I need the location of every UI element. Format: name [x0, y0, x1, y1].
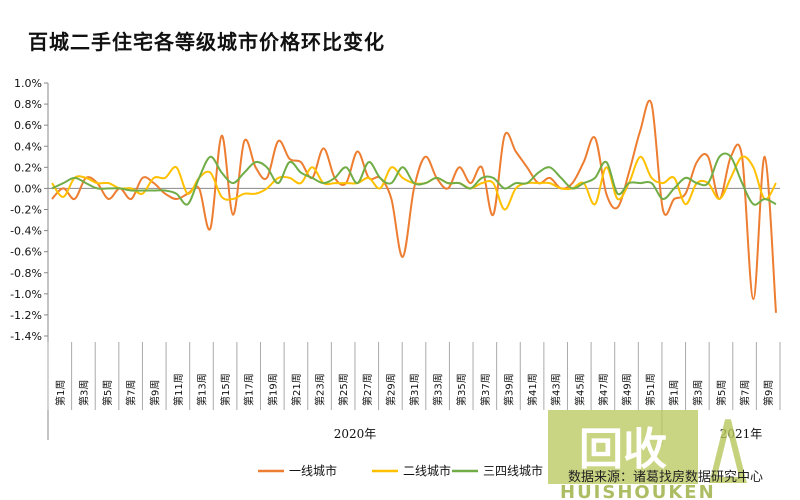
y-tick-label: -0.8% [10, 267, 42, 280]
y-axis-ticks: 1.0% 0.8% 0.6% 0.4% 0.2% 0.0% -0.2% -0.4% -0.6% -… [10, 77, 48, 343]
y-tick-label: 0.0% [14, 182, 42, 195]
y-tick-label: -0.4% [10, 225, 42, 238]
series-line-3 [51, 152, 777, 206]
legend-label: 三四线城市 [483, 463, 543, 478]
x-tick-label: 第27周 [361, 373, 374, 406]
x-tick-label: 第17周 [243, 373, 256, 406]
series-lines [51, 99, 777, 313]
x-tick-label: 第33周 [432, 373, 445, 406]
y-tick-label: 1.0% [14, 77, 42, 90]
y-tick-label: -1.2% [10, 309, 42, 322]
x-tick-label: 第1周 [54, 380, 67, 406]
source-text: 数据来源：诸葛找房数据研究中心 [568, 469, 763, 485]
y-tick-label: 0.6% [14, 119, 42, 132]
x-tick-label: 第11周 [172, 373, 185, 406]
x-tick-label: 第51周 [644, 373, 657, 406]
x-tick-label: 第29周 [384, 373, 397, 406]
source-note: 数据来源：诸葛找房数据研究中心 [568, 469, 763, 485]
x-tick-label: 第47周 [597, 373, 610, 406]
x-tick-label: 第7周 [739, 380, 752, 406]
y-tick-label: -0.6% [10, 246, 42, 259]
x-tick-label: 第41周 [526, 373, 539, 406]
y-tick-label: -0.2% [10, 204, 42, 217]
x-tick-label: 第39周 [502, 373, 515, 406]
chart-title: 百城二手住宅各等级城市价格环比变化 [28, 30, 385, 54]
x-tick-label: 第43周 [550, 373, 563, 406]
y-tick-label: 0.8% [14, 98, 42, 111]
x-tick-label: 第5周 [101, 380, 114, 406]
x-tick-label: 第45周 [573, 373, 586, 406]
legend-label: 二线城市 [403, 463, 451, 478]
x-tick-label: 第1周 [668, 380, 681, 406]
x-tick-label: 第37周 [479, 373, 492, 406]
x-tick-label: 第49周 [621, 373, 634, 406]
year-group-label: 2020年 [334, 427, 377, 441]
x-tick-label: 第13周 [195, 373, 208, 406]
x-tick-label: 第25周 [337, 373, 350, 406]
legend-label: 一线城市 [289, 463, 337, 478]
series-line-1 [51, 99, 777, 313]
x-tick-label: 第23周 [314, 373, 327, 406]
x-tick-label: 第15周 [219, 373, 232, 406]
x-tick-label: 第35周 [455, 373, 468, 406]
y-tick-label: -1.0% [10, 288, 42, 301]
watermark-text-cn: 回收 [579, 424, 667, 475]
x-tick-label: 第31周 [408, 373, 421, 406]
watermark-text-en: HUISHOUKEN [560, 482, 716, 500]
x-tick-label: 第19周 [266, 373, 279, 406]
x-tick-label: 第3周 [691, 380, 704, 406]
x-tick-label: 第9周 [762, 380, 775, 406]
x-tick-label: 第21周 [290, 373, 303, 406]
x-axis-ticks: 第1周 第3周 第5周 第7周 第9周 第11周 第13周 第15周 第17周 第19周 第21周第… [47, 342, 781, 445]
x-tick-label: 第3周 [77, 380, 90, 406]
watermark-logo: 回收 HUISHOUKEN [548, 410, 747, 500]
x-tick-label: 第9周 [148, 380, 161, 406]
y-tick-label: 0.4% [14, 140, 42, 153]
y-tick-label: 0.2% [14, 161, 42, 174]
x-tick-label: 第7周 [125, 380, 138, 406]
legend: 一线城市 二线城市 三四线城市 [258, 463, 543, 478]
y-tick-label: -1.4% [10, 330, 42, 343]
x-tick-label: 第5周 [715, 380, 728, 406]
